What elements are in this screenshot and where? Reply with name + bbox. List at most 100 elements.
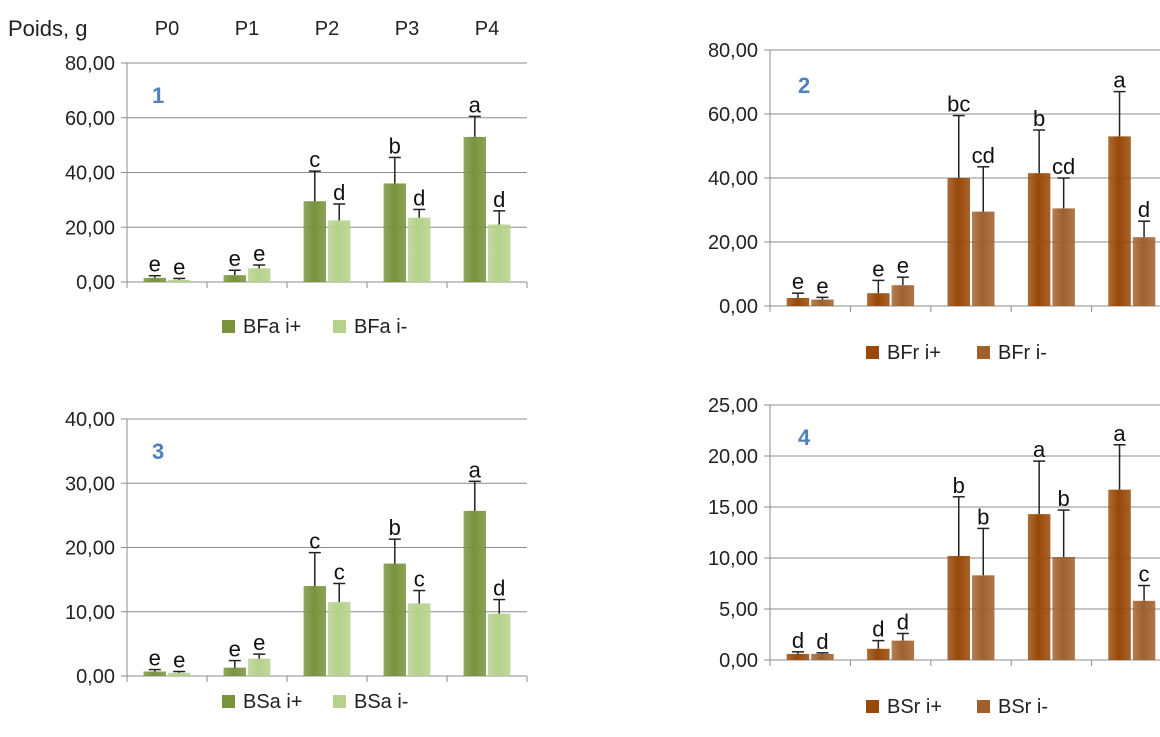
bar — [143, 671, 166, 676]
significance-letter: cd — [1052, 154, 1075, 179]
significance-letter: d — [333, 180, 345, 205]
category-label: P0 — [155, 18, 179, 40]
panel-number: 4 — [798, 425, 811, 450]
y-tick-label: 0,00 — [76, 666, 115, 688]
significance-letter: d — [792, 628, 804, 653]
y-tick-label: 5,00 — [719, 599, 758, 621]
bar — [168, 279, 191, 282]
y-tick-label: 10,00 — [708, 548, 758, 570]
legend-swatch — [977, 346, 990, 359]
significance-letter: a — [469, 92, 482, 117]
significance-letter: d — [493, 576, 505, 601]
bar — [972, 211, 995, 306]
significance-letter: a — [1113, 68, 1126, 93]
bar — [891, 285, 915, 306]
bar — [1132, 600, 1156, 660]
bar — [891, 640, 915, 660]
significance-letter: b — [389, 133, 401, 158]
significance-letter: e — [173, 648, 185, 673]
y-tick-label: 20,00 — [65, 217, 115, 239]
legend-label: BSa i+ — [243, 691, 302, 713]
significance-letter: d — [897, 609, 909, 634]
significance-letter: cd — [972, 143, 995, 168]
bar — [1052, 208, 1075, 306]
y-tick-label: 40,00 — [65, 409, 115, 431]
significance-letter: e — [229, 637, 241, 662]
y-tick-label: 25,00 — [708, 395, 758, 417]
y-tick-label: 60,00 — [708, 104, 758, 126]
significance-letter: b — [953, 473, 965, 498]
y-tick-label: 30,00 — [65, 473, 115, 495]
bar — [1132, 237, 1156, 306]
bar — [786, 298, 810, 306]
bar — [383, 183, 406, 282]
bar — [248, 268, 271, 282]
significance-letter: b — [1058, 486, 1070, 511]
y-tick-label: 40,00 — [708, 168, 758, 190]
category-label: P1 — [235, 18, 259, 40]
bar — [947, 555, 970, 660]
significance-letter: d — [413, 185, 425, 210]
significance-letter: e — [149, 252, 161, 277]
category-label: P2 — [315, 18, 339, 40]
panel-number: 3 — [152, 439, 164, 464]
significance-letter: b — [389, 515, 401, 540]
y-tick-label: 15,00 — [708, 497, 758, 519]
category-label: P3 — [395, 18, 419, 40]
significance-letter: d — [1138, 197, 1150, 222]
bar — [1108, 136, 1131, 306]
y-tick-label: 10,00 — [65, 602, 115, 624]
legend-label: BFa i- — [354, 316, 407, 338]
significance-letter: a — [469, 457, 482, 482]
legend-label: BFr i- — [998, 342, 1047, 364]
category-label: P4 — [475, 18, 499, 40]
bar — [1027, 173, 1051, 306]
y-unit-label: Poids, g — [8, 16, 88, 41]
significance-letter: c — [309, 529, 320, 554]
bar — [303, 586, 326, 676]
significance-letter: a — [1113, 421, 1126, 446]
bar — [811, 653, 834, 660]
significance-letter: c — [309, 147, 320, 172]
legend-label: BSa i- — [354, 691, 408, 713]
legend-swatch — [977, 700, 990, 713]
legend-swatch — [866, 346, 879, 359]
y-tick-label: 80,00 — [65, 53, 115, 75]
bar — [248, 658, 271, 676]
bar — [408, 217, 431, 282]
y-tick-label: 40,00 — [65, 163, 115, 185]
bar — [1108, 489, 1131, 660]
legend-swatch — [222, 320, 235, 333]
significance-letter: d — [816, 629, 828, 654]
bar — [223, 667, 246, 676]
bar — [408, 603, 431, 676]
significance-letter: b — [1033, 106, 1045, 131]
legend-label: BFa i+ — [243, 316, 301, 338]
bar — [143, 277, 166, 282]
significance-letter: e — [792, 269, 804, 294]
bar — [488, 613, 511, 676]
legend-swatch — [333, 695, 346, 708]
bar — [972, 575, 995, 660]
bar — [223, 275, 246, 282]
significance-letter: e — [897, 253, 909, 278]
bar — [463, 136, 486, 282]
y-tick-label: 60,00 — [65, 108, 115, 130]
bar — [811, 299, 834, 306]
bar — [463, 510, 486, 676]
y-tick-label: 0,00 — [76, 272, 115, 294]
bar — [488, 224, 511, 282]
y-tick-label: 20,00 — [708, 446, 758, 468]
bar — [168, 672, 191, 676]
significance-letter: bc — [947, 92, 970, 117]
bar — [328, 602, 351, 676]
y-tick-label: 0,00 — [719, 296, 758, 318]
significance-letter: c — [334, 559, 345, 584]
legend-swatch — [333, 320, 346, 333]
significance-letter: d — [493, 187, 505, 212]
